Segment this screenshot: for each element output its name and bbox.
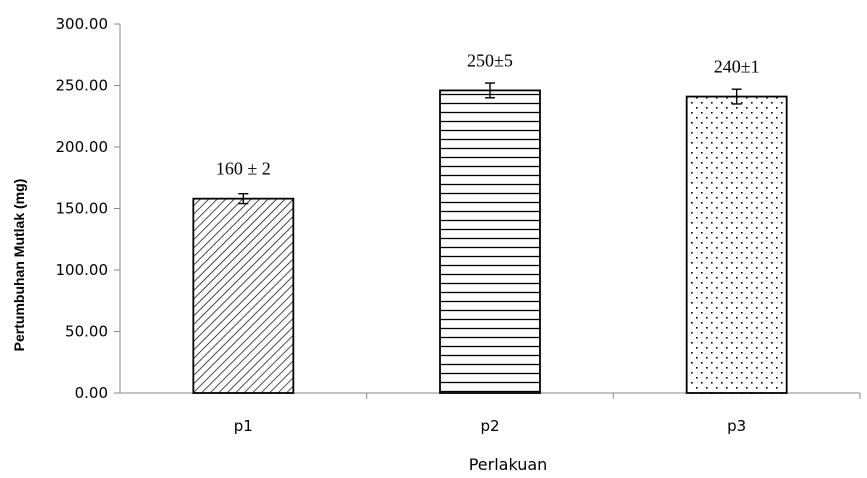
data-labels: 160 ± 2 250±5 240±1 bbox=[216, 50, 760, 178]
y-tick-label: 100.00 bbox=[56, 261, 109, 279]
x-category-label-p2: p2 bbox=[480, 417, 499, 435]
bar-p1 bbox=[192, 197, 295, 394]
bars bbox=[192, 82, 788, 394]
y-tick-label: 150.00 bbox=[56, 200, 109, 218]
x-category-label-p1: p1 bbox=[234, 417, 253, 435]
data-label-p3: 240±1 bbox=[714, 57, 760, 77]
y-tick-label: 200.00 bbox=[56, 138, 109, 156]
y-tick-label: 0.00 bbox=[75, 384, 108, 402]
x-category-label-p3: p3 bbox=[727, 417, 746, 435]
x-axis: p1 p2 p3 bbox=[120, 392, 861, 435]
data-label-p1: 160 ± 2 bbox=[216, 159, 271, 179]
y-axis: 0.00 50.00 100.00 150.00 200.00 250.00 300.00 bbox=[56, 15, 121, 402]
y-tick-label: 250.00 bbox=[56, 77, 109, 95]
y-tick-label: 50.00 bbox=[65, 323, 108, 341]
bar-p2 bbox=[439, 89, 541, 394]
y-tick-label: 300.00 bbox=[56, 15, 109, 33]
y-axis-title: Pertumbuhan Mutlak (mg) bbox=[11, 179, 27, 352]
bar-p3 bbox=[685, 95, 788, 394]
data-label-p2: 250±5 bbox=[467, 50, 513, 70]
x-axis-title: Perlakuan bbox=[469, 455, 548, 474]
